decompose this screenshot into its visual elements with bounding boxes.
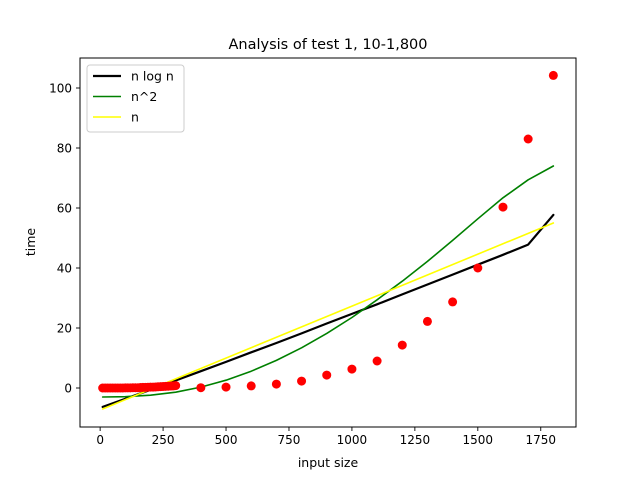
- y-tick-label: 60: [57, 202, 72, 216]
- data-point: [322, 370, 332, 380]
- x-tick-label: 0: [96, 433, 104, 447]
- legend-box: [86, 64, 185, 133]
- data-point: [221, 382, 231, 392]
- x-tick-label: 1250: [400, 433, 431, 447]
- data-point: [397, 340, 407, 350]
- plot-frame: [79, 57, 577, 428]
- data-point: [171, 381, 181, 391]
- x-tick-label: 1000: [337, 433, 368, 447]
- legend-label: n^2: [131, 89, 157, 104]
- data-point: [297, 376, 307, 386]
- x-tick-label: 1500: [463, 433, 494, 447]
- x-tick-label: 500: [215, 433, 238, 447]
- legend: n log n n^2 n: [86, 64, 185, 133]
- data-point: [196, 383, 206, 393]
- legend-label: n log n: [131, 69, 174, 84]
- y-tick-label: 100: [49, 82, 72, 96]
- series-line-n: [101, 222, 555, 410]
- data-point: [548, 70, 558, 80]
- data-point: [448, 297, 458, 307]
- data-point: [473, 263, 483, 273]
- legend-label: n: [131, 110, 139, 125]
- chart-title: Analysis of test 1, 10-1,800: [228, 37, 427, 53]
- y-tick-label: 20: [57, 322, 72, 336]
- x-tick-label: 250: [152, 433, 175, 447]
- data-point: [498, 202, 508, 212]
- data-point: [271, 379, 281, 389]
- x-tick-label: 1750: [525, 433, 556, 447]
- y-tick-label: 40: [57, 262, 72, 276]
- data-point: [347, 364, 357, 374]
- y-tick-label: 0: [64, 382, 72, 396]
- data-point: [372, 356, 382, 366]
- data-point: [523, 134, 533, 144]
- series-line-n-2: [101, 165, 555, 398]
- x-axis-label: input size: [298, 455, 359, 470]
- data-point: [422, 316, 432, 326]
- y-tick-label: 80: [57, 142, 72, 156]
- y-axis-label: time: [23, 228, 38, 257]
- x-tick-label: 750: [278, 433, 301, 447]
- data-point: [246, 381, 256, 391]
